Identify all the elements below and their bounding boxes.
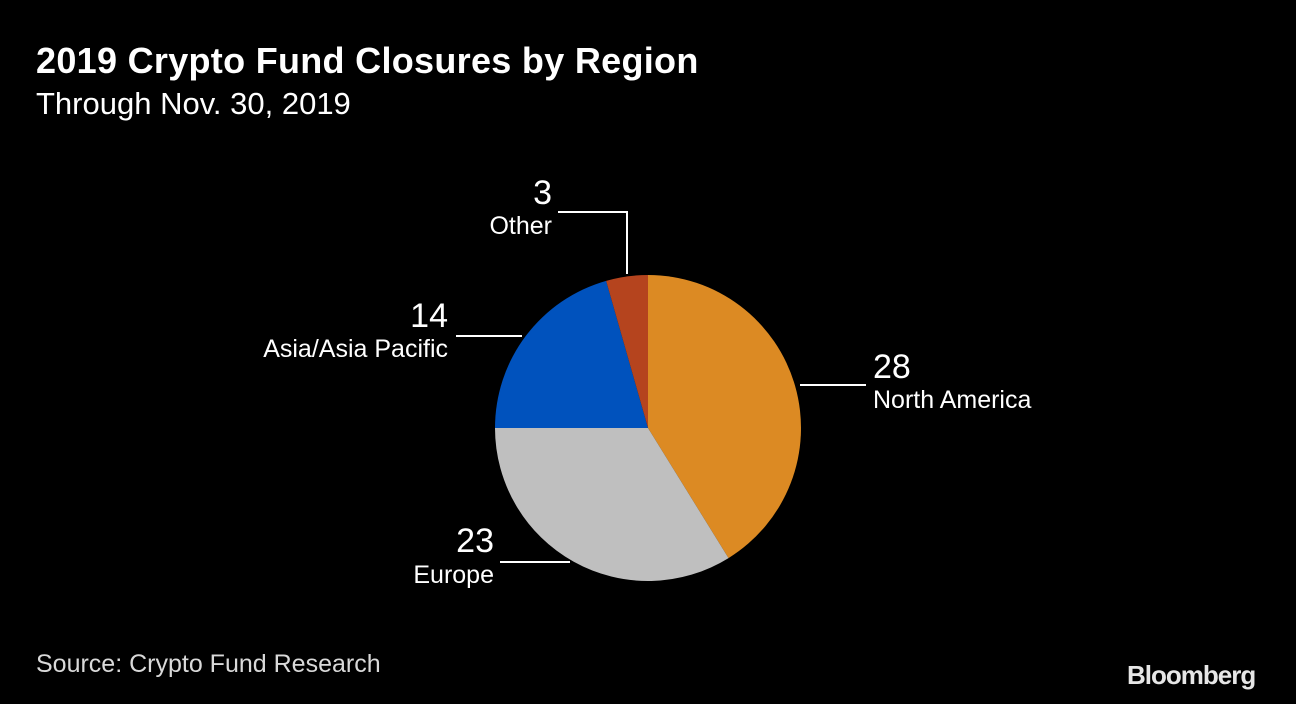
chart-subtitle: Through Nov. 30, 2019 xyxy=(36,86,351,121)
pie-slice-north-america xyxy=(648,275,801,559)
pie-slices xyxy=(495,275,801,581)
bloomberg-logo: Bloomberg xyxy=(1127,660,1256,690)
source-note: Source: Crypto Fund Research xyxy=(36,650,381,678)
pie-slice-other xyxy=(606,275,648,428)
category-label-asia-asia-pacific: Asia/Asia Pacific xyxy=(263,335,448,363)
pie-slice-europe xyxy=(495,428,729,581)
value-label-asia-asia-pacific: 14 xyxy=(410,297,448,335)
value-label-other: 3 xyxy=(533,174,552,212)
category-label-europe: Europe xyxy=(413,561,494,589)
value-label-north-america: 28 xyxy=(873,348,911,386)
pie-slice-asia-asia-pacific xyxy=(495,280,648,428)
chart-title: 2019 Crypto Fund Closures by Region xyxy=(36,40,699,81)
leader-line-other xyxy=(558,211,628,274)
category-label-other: Other xyxy=(489,212,552,240)
value-label-europe: 23 xyxy=(456,522,494,560)
category-label-north-america: North America xyxy=(873,386,1031,414)
